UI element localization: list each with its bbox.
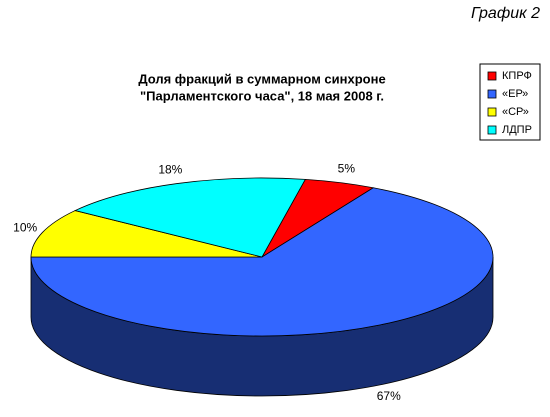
data-label: 10% (13, 220, 37, 234)
data-label: 18% (158, 163, 182, 177)
legend-label: ЛДПР (502, 124, 532, 136)
pie-slice (30, 187, 494, 337)
chart-annotation: График 2 (471, 5, 540, 22)
legend-swatch (487, 71, 497, 81)
chart-title: Доля фракций в суммарном синхроне (138, 71, 385, 86)
legend-label: «СР» (502, 106, 529, 118)
legend-swatch (487, 89, 497, 99)
pie-slice (73, 177, 306, 258)
data-label: 67% (377, 389, 401, 403)
legend-label: КПРФ (502, 70, 532, 82)
legend-swatch (487, 125, 497, 135)
legend-swatch (487, 107, 497, 117)
pie-slice (30, 210, 263, 258)
data-label: 5% (338, 162, 356, 176)
chart-title: "Парламентского часа", 18 мая 2008 г. (140, 88, 384, 103)
legend-label: «ЕР» (502, 88, 528, 100)
